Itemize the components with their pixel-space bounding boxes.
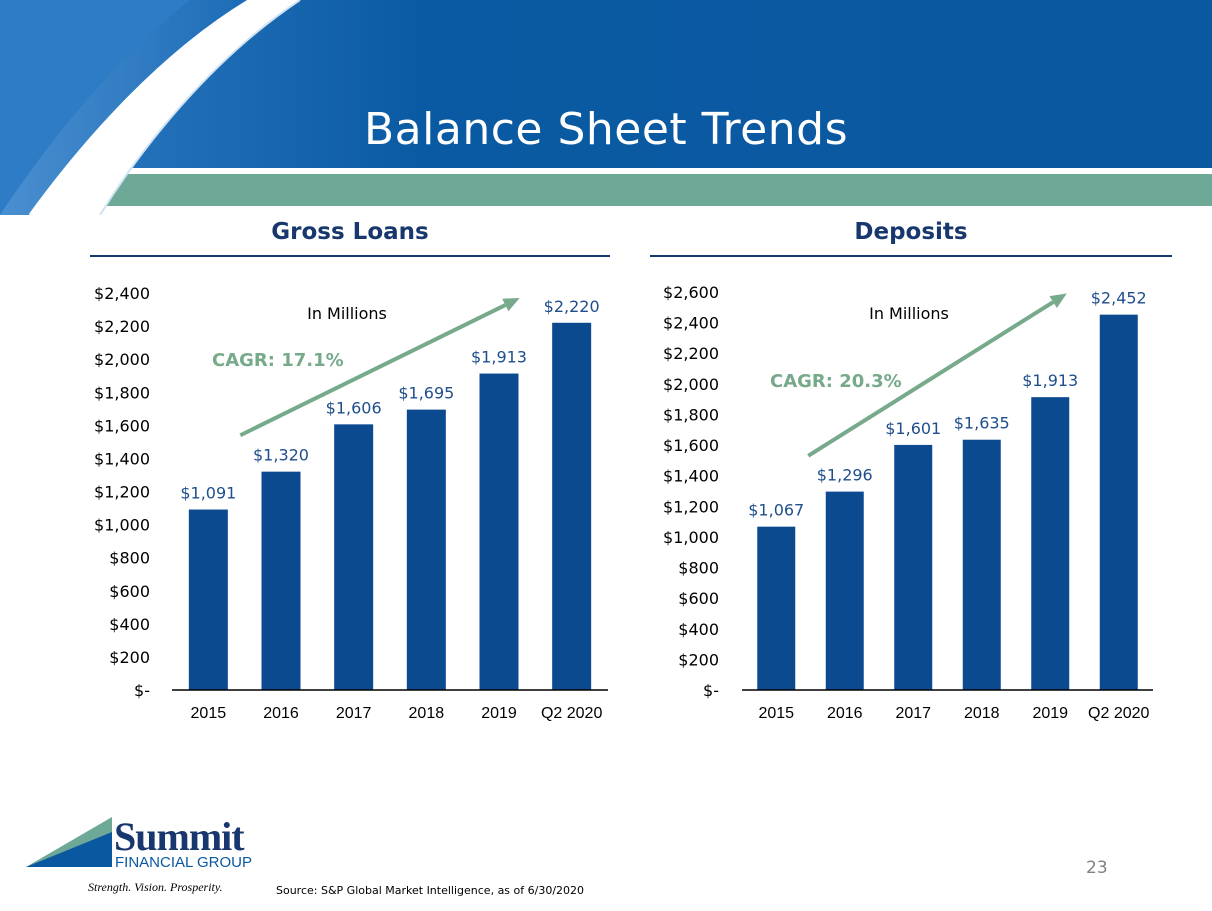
trend-arrow-head (1049, 293, 1067, 308)
x-tick-label: 2019 (1032, 705, 1068, 722)
header-banner (0, 0, 1212, 215)
cagr-annotation: CAGR: 20.3% (770, 371, 902, 392)
bar (406, 409, 446, 690)
y-tick-label: $1,000 (663, 528, 719, 547)
source-note: Source: S&P Global Market Intelligence, … (276, 884, 585, 897)
y-tick-label: $- (134, 681, 150, 700)
logo-tagline: Strength. Vision. Prosperity. (88, 880, 223, 894)
y-tick-label: $1,200 (663, 497, 719, 516)
bar (825, 491, 864, 690)
y-tick-label: $1,800 (663, 405, 719, 424)
data-label: $1,913 (471, 348, 527, 367)
data-label: $1,320 (253, 446, 309, 465)
chart-title-gross-loans: Gross Loans (271, 219, 429, 245)
chart-subtitle: In Millions (869, 304, 949, 323)
bar (479, 373, 519, 690)
y-tick-label: $400 (109, 615, 150, 634)
slide-title: Balance Sheet Trends (363, 104, 848, 155)
y-tick-label: $600 (678, 589, 719, 608)
y-tick-label: $400 (678, 620, 719, 639)
x-tick-label: Q2 2020 (541, 705, 602, 722)
bar (334, 424, 374, 690)
y-tick-label: $1,000 (94, 516, 150, 535)
data-label: $1,091 (180, 484, 236, 503)
data-label: $1,913 (1022, 371, 1078, 390)
bar (757, 526, 796, 690)
trend-arrow-head (502, 297, 520, 312)
y-tick-label: $2,400 (663, 314, 719, 333)
x-tick-label: 2017 (336, 705, 372, 722)
chart-title-underline (650, 255, 1172, 257)
y-tick-label: $2,400 (94, 284, 150, 303)
x-tick-label: 2015 (191, 705, 227, 722)
bar (552, 322, 592, 690)
page-number: 23 (1086, 858, 1108, 878)
cagr-annotation: CAGR: 17.1% (212, 350, 344, 371)
chart-title-deposits: Deposits (854, 219, 968, 245)
data-label: $2,452 (1091, 289, 1147, 308)
x-tick-label: 2018 (964, 705, 1000, 722)
y-tick-label: $2,000 (94, 350, 150, 369)
x-tick-label: 2018 (409, 705, 445, 722)
bar (1031, 397, 1070, 690)
y-tick-label: $2,200 (94, 317, 150, 336)
y-tick-label: $1,400 (94, 449, 150, 468)
y-tick-label: $200 (678, 650, 719, 669)
y-tick-label: $1,200 (94, 483, 150, 502)
bar (261, 471, 301, 690)
data-label: $1,635 (954, 414, 1010, 433)
data-label: $1,601 (885, 419, 941, 438)
x-tick-label: 2016 (827, 705, 863, 722)
chart-title-underline (90, 255, 610, 257)
x-tick-label: 2015 (758, 705, 794, 722)
y-tick-label: $1,600 (94, 416, 150, 435)
y-tick-label: $1,400 (663, 467, 719, 486)
y-tick-label: $2,000 (663, 375, 719, 394)
y-tick-label: $1,600 (663, 436, 719, 455)
x-tick-label: 2016 (263, 705, 299, 722)
y-tick-label: $2,600 (663, 283, 719, 302)
y-tick-label: $800 (678, 559, 719, 578)
bar (188, 509, 228, 690)
data-label: $1,296 (817, 466, 873, 485)
x-tick-label: Q2 2020 (1088, 705, 1149, 722)
y-tick-label: $1,800 (94, 383, 150, 402)
logo-name: Summit (114, 814, 245, 859)
trend-arrow-line (239, 303, 507, 438)
data-label: $2,220 (544, 297, 600, 316)
data-label: $1,606 (326, 398, 382, 417)
bar (1099, 314, 1138, 690)
x-tick-label: 2017 (895, 705, 931, 722)
trend-arrow-line (807, 300, 1055, 458)
bar (894, 444, 933, 690)
company-logo: Summit FINANCIAL GROUP Strength. Vision.… (24, 810, 264, 900)
data-label: $1,067 (748, 501, 804, 520)
logo-subtitle: FINANCIAL GROUP (115, 854, 252, 871)
data-label: $1,695 (398, 384, 454, 403)
y-tick-label: $200 (109, 648, 150, 667)
y-tick-label: $800 (109, 549, 150, 568)
y-tick-label: $600 (109, 582, 150, 601)
y-tick-label: $- (703, 681, 719, 700)
x-tick-label: 2019 (481, 705, 517, 722)
bar (962, 439, 1001, 690)
chart-subtitle: In Millions (307, 304, 387, 323)
y-tick-label: $2,200 (663, 344, 719, 363)
